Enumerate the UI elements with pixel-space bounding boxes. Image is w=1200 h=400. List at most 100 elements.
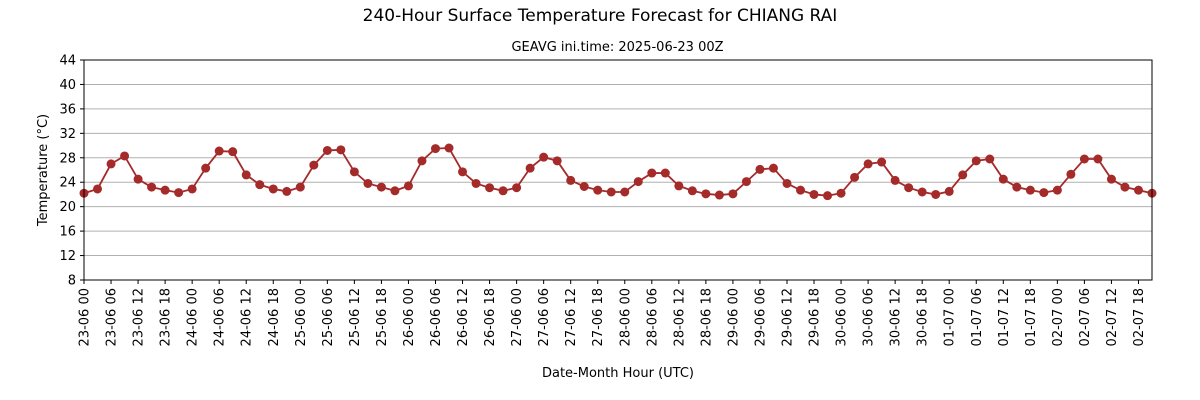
data-point — [796, 185, 806, 195]
data-point — [187, 184, 197, 194]
x-tick-label: 26-06 00 — [402, 288, 417, 346]
data-point — [390, 186, 400, 196]
data-point — [579, 182, 589, 191]
data-point — [349, 167, 359, 177]
x-tick-label: 23-06 00 — [78, 288, 93, 346]
data-point — [485, 183, 495, 193]
data-point — [823, 191, 833, 201]
chart-title: 240-Hour Surface Temperature Forecast fo… — [362, 6, 838, 26]
x-tick-label: 29-06 00 — [726, 288, 741, 346]
data-point — [1025, 185, 1035, 195]
x-tick-label: 27-06 06 — [537, 288, 552, 346]
x-tick-label: 28-06 00 — [618, 288, 633, 346]
x-tick-label: 23-06 18 — [159, 288, 174, 346]
x-tick-label: 29-06 12 — [780, 288, 795, 346]
data-point — [998, 174, 1008, 184]
x-tick-label: 29-06 06 — [753, 288, 768, 346]
data-point — [1133, 185, 1143, 195]
x-tick-label: 24-06 00 — [186, 288, 201, 346]
y-tick-label: 24 — [59, 176, 76, 191]
data-point — [863, 159, 873, 169]
x-tick-label: 25-06 00 — [294, 288, 309, 346]
data-point — [904, 183, 914, 193]
data-point — [1079, 154, 1089, 164]
x-tick-label: 30-06 18 — [916, 288, 931, 346]
x-tick-label: 28-06 12 — [672, 288, 687, 346]
data-point — [147, 182, 157, 192]
data-point — [660, 168, 670, 178]
data-point — [741, 177, 751, 187]
x-axis-ticks: 23-06 00 23-06 06 23-06 12 23-06 18 24-06 00… — [78, 280, 1147, 346]
series-layer — [79, 143, 1157, 201]
data-point — [958, 170, 968, 180]
x-tick-label: 26-06 12 — [456, 288, 471, 346]
x-tick-label: 02-07 18 — [1132, 288, 1147, 346]
data-point — [282, 186, 292, 196]
y-tick-label: 12 — [59, 249, 76, 264]
y-tick-label: 20 — [59, 200, 76, 215]
y-tick-label: 44 — [59, 54, 76, 69]
data-point — [403, 181, 413, 191]
y-tick-label: 36 — [59, 102, 76, 117]
data-point — [985, 154, 995, 164]
data-point — [93, 184, 103, 194]
data-point — [1012, 182, 1022, 192]
x-tick-label: 02-07 06 — [1078, 288, 1093, 346]
x-tick-label: 28-06 06 — [645, 288, 660, 346]
data-point — [241, 170, 251, 180]
data-point — [1093, 154, 1103, 164]
x-tick-label: 25-06 12 — [348, 288, 363, 346]
x-tick-label: 25-06 18 — [375, 288, 390, 346]
data-point — [430, 144, 440, 154]
data-point — [701, 189, 711, 199]
chart-subtitle: GEAVG ini.time: 2025-06-23 00Z — [511, 40, 724, 55]
data-point — [755, 164, 765, 174]
y-axis-ticks: 8 12 16 20 24 28 32 36 40 44 — [59, 54, 84, 289]
data-point — [782, 178, 792, 188]
data-point — [120, 151, 130, 161]
x-tick-label: 24-06 18 — [267, 288, 282, 346]
x-tick-label: 29-06 18 — [808, 288, 823, 346]
data-point — [714, 190, 724, 200]
data-point — [593, 185, 603, 195]
data-point — [512, 183, 522, 193]
x-tick-label: 23-06 12 — [132, 288, 147, 346]
data-point — [1066, 169, 1076, 179]
data-point — [1120, 182, 1130, 192]
data-point — [160, 185, 170, 195]
data-point — [687, 186, 697, 196]
data-point — [255, 180, 265, 190]
data-point — [674, 181, 684, 191]
data-point — [417, 156, 427, 166]
x-axis-label: Date-Month Hour (UTC) — [542, 366, 694, 381]
data-point — [539, 152, 549, 162]
data-point — [336, 145, 346, 155]
data-point — [201, 163, 211, 173]
y-tick-label: 40 — [59, 78, 76, 93]
data-point — [376, 182, 386, 192]
data-point — [1039, 188, 1049, 198]
data-point — [566, 175, 576, 185]
y-tick-label: 8 — [68, 274, 76, 289]
plot-frame — [83, 59, 1153, 281]
x-tick-label: 25-06 06 — [321, 288, 336, 346]
y-tick-label: 28 — [59, 151, 76, 166]
data-point — [498, 186, 508, 196]
data-point — [1052, 185, 1062, 195]
data-point — [174, 188, 184, 198]
data-point — [106, 159, 116, 169]
data-point — [268, 184, 278, 194]
data-point — [606, 187, 616, 197]
data-point — [944, 186, 954, 196]
y-tick-label: 16 — [59, 225, 76, 240]
data-point — [1106, 174, 1116, 184]
data-point — [525, 163, 535, 173]
x-tick-label: 28-06 18 — [699, 288, 714, 346]
data-point — [971, 156, 981, 166]
data-point — [471, 178, 481, 188]
data-point — [363, 178, 373, 188]
data-point — [917, 187, 927, 197]
data-point — [728, 189, 738, 199]
x-tick-label: 30-06 06 — [862, 288, 877, 346]
